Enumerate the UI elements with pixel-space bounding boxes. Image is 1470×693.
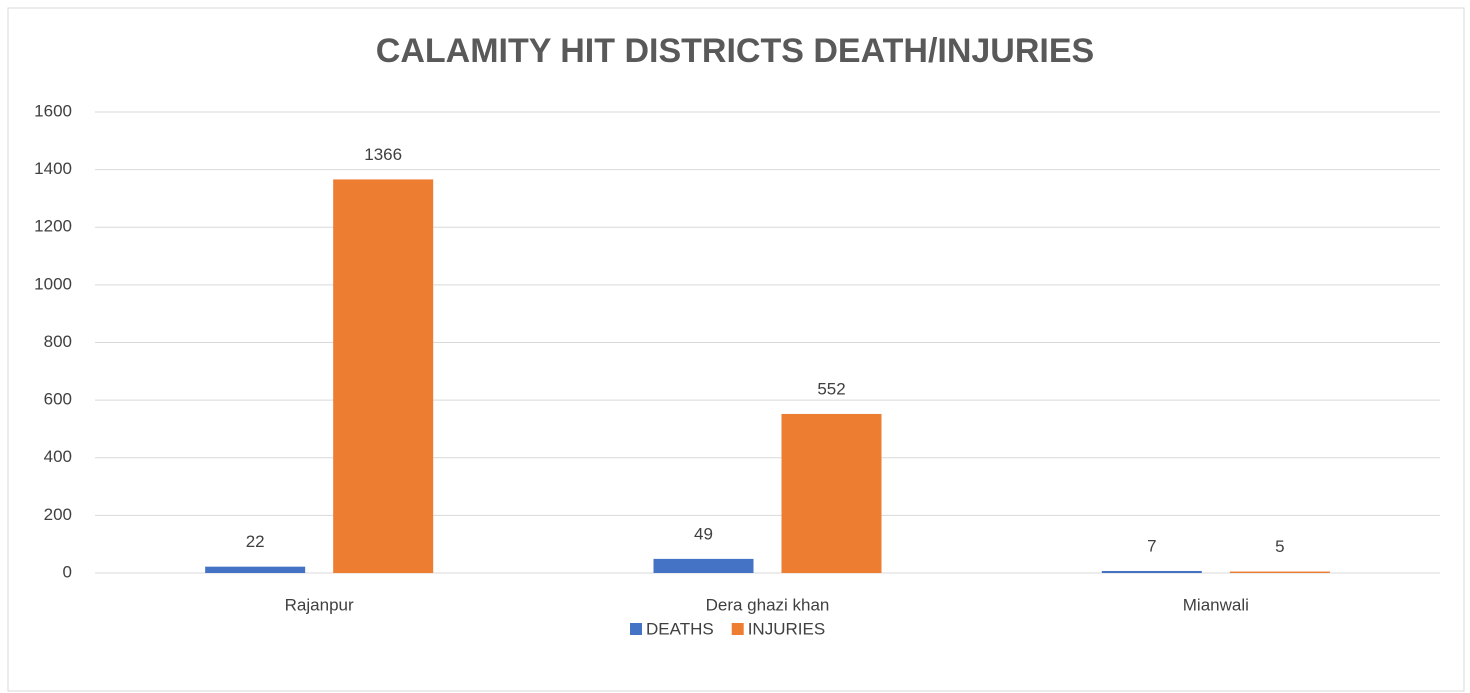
legend-label: DEATHS (646, 619, 714, 638)
data-label: 22 (246, 532, 265, 551)
chart-border (7, 7, 1465, 692)
bar (1229, 571, 1330, 573)
x-tick-label: Rajanpur (285, 595, 354, 614)
bar (1101, 570, 1202, 573)
y-tick-label: 800 (44, 332, 72, 351)
data-label: 1366 (364, 145, 402, 164)
y-tick-label: 0 (63, 562, 72, 581)
data-label: 7 (1147, 536, 1156, 555)
legend-swatch (731, 623, 744, 635)
bar (653, 558, 754, 573)
data-label: 5 (1275, 537, 1284, 556)
y-tick-label: 1000 (34, 274, 72, 293)
bar (781, 413, 882, 573)
y-tick-label: 1400 (34, 159, 72, 178)
legend-swatch (630, 623, 642, 635)
y-tick-label: 600 (44, 390, 72, 409)
chart-title: CALAMITY HIT DISTRICTS DEATH/INJURIES (376, 32, 1094, 70)
data-label: 552 (817, 379, 845, 398)
x-tick-label: Mianwali (1183, 595, 1249, 614)
bar (205, 566, 306, 573)
y-tick-label: 200 (44, 505, 72, 524)
y-tick-label: 1600 (34, 101, 72, 120)
legend-label: INJURIES (748, 619, 825, 638)
y-tick-label: 1200 (34, 217, 72, 236)
y-tick-label: 400 (44, 447, 72, 466)
bar (333, 179, 434, 573)
data-label: 49 (694, 524, 713, 543)
x-tick-label: Dera ghazi khan (706, 595, 830, 614)
